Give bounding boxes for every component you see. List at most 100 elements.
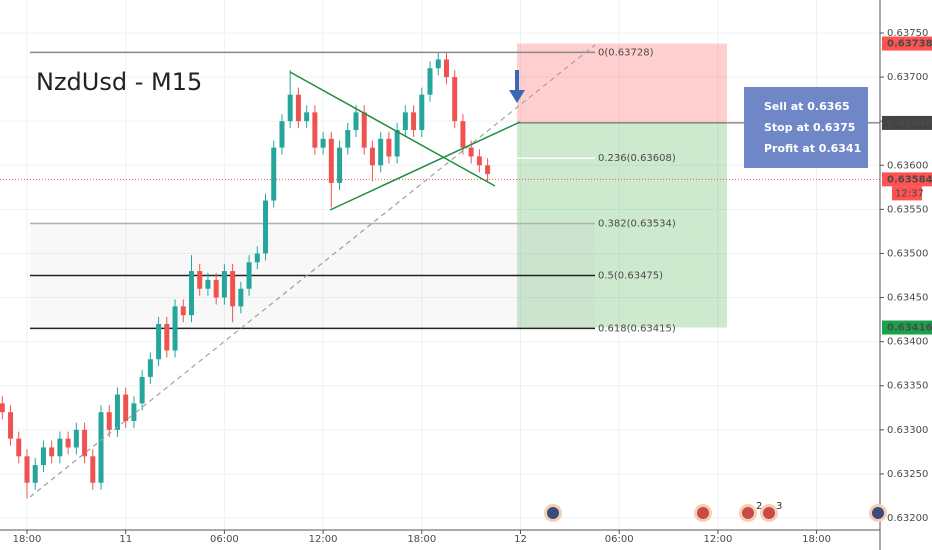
candle-body — [82, 429, 88, 457]
price-tag — [882, 172, 932, 187]
candle-body — [435, 59, 441, 69]
candle-body — [188, 271, 194, 316]
info-line: Profit at 0.6341 — [764, 142, 861, 155]
candle-body — [8, 412, 14, 439]
y-tick-label: 0.63500 — [887, 248, 928, 259]
fib-label: 0.382(0.63534) — [598, 218, 676, 229]
candle-body — [337, 147, 343, 183]
candle-body — [197, 271, 203, 289]
candle-body — [139, 376, 145, 404]
candle-body — [394, 129, 400, 157]
candle-body — [114, 394, 120, 430]
candle-body — [131, 403, 137, 422]
info-box: Sell at 0.6365 Stop at 0.6375 Profit at … — [744, 87, 868, 168]
price-tag-label: 0.63738 — [887, 39, 932, 50]
fib-label: 0.618(0.63415) — [598, 323, 676, 334]
candle-body — [205, 279, 211, 289]
candle-body — [279, 121, 285, 148]
price-tag-label: 0.63648 — [887, 118, 932, 129]
candle-body — [65, 438, 71, 448]
event-icon — [872, 507, 884, 519]
event-icon — [763, 507, 775, 519]
event-icon — [547, 507, 559, 519]
time-axis — [0, 530, 880, 550]
candle-body — [411, 112, 417, 130]
candle-body — [287, 94, 293, 122]
x-tick-label: 12 — [514, 534, 527, 545]
y-tick-label: 0.63700 — [887, 72, 928, 83]
price-tag — [882, 320, 932, 335]
info-line: Stop at 0.6375 — [764, 121, 855, 134]
x-tick-label: 12:00 — [309, 534, 338, 545]
y-tick-label: 0.63750 — [887, 28, 928, 39]
candle-body — [123, 394, 129, 422]
candle-body — [238, 288, 244, 307]
candle-body — [172, 306, 178, 351]
candle-body — [271, 147, 277, 201]
candle-body — [246, 262, 252, 289]
candle-body — [402, 112, 408, 130]
candle-body — [147, 359, 153, 377]
candle-body — [230, 271, 236, 307]
target-zone — [517, 122, 727, 328]
candle-body — [452, 77, 458, 122]
candle-body — [295, 94, 301, 122]
candle-body — [221, 271, 227, 298]
candle-body — [213, 279, 219, 298]
x-tick-label: 12:00 — [703, 534, 732, 545]
candle-body — [73, 429, 79, 448]
candle-body — [164, 323, 170, 351]
candle-body — [320, 138, 326, 148]
candle-body — [106, 412, 112, 430]
countdown: 12:37 — [895, 188, 924, 199]
y-tick-label: 0.63200 — [887, 513, 928, 524]
event-count: 3 — [776, 501, 782, 512]
x-tick-label: 06:00 — [210, 534, 239, 545]
candle-body — [328, 138, 334, 183]
triangle-upper — [289, 71, 496, 187]
candle-body — [312, 112, 318, 148]
arrow-head — [509, 90, 525, 103]
price-tag — [882, 36, 932, 51]
candle-body — [369, 147, 375, 166]
y-tick-label: 0.63350 — [887, 381, 928, 392]
candle-body — [254, 253, 260, 263]
candle-body — [32, 465, 38, 483]
x-tick-label: 18:00 — [802, 534, 831, 545]
y-tick-label: 0.63250 — [887, 469, 928, 480]
x-tick-label: 06:00 — [605, 534, 634, 545]
candle-body — [419, 94, 425, 130]
candle-body — [476, 156, 482, 166]
candle-body — [57, 438, 63, 457]
fib-trend-line — [29, 44, 596, 498]
info-line: Sell at 0.6365 — [764, 100, 850, 113]
candle-body — [90, 456, 96, 483]
candle-body — [353, 112, 359, 130]
candle-body — [16, 438, 22, 457]
triangle-lower — [329, 121, 521, 211]
price-tag — [882, 115, 932, 130]
event-icon — [742, 507, 754, 519]
candle-body — [427, 68, 433, 95]
candle-body — [180, 306, 186, 316]
stop-zone — [517, 43, 727, 123]
candle-body — [386, 138, 392, 157]
event-count: 2 — [756, 501, 762, 512]
event-icon — [697, 507, 709, 519]
candle-body — [40, 447, 46, 466]
x-tick-label: 18:00 — [407, 534, 436, 545]
candle-body — [345, 129, 351, 148]
price-axis — [880, 0, 932, 550]
fib-label: 0.236(0.63608) — [598, 153, 676, 164]
candle-body — [304, 112, 310, 122]
y-tick-label: 0.63450 — [887, 293, 928, 304]
y-tick-label: 0.63600 — [887, 160, 928, 171]
candle-body — [263, 200, 269, 254]
candle-body — [468, 147, 474, 157]
candle-body — [443, 59, 449, 78]
candle-body — [378, 138, 384, 166]
countdown-tag — [892, 186, 922, 201]
candle-body — [24, 456, 30, 483]
fib-label: 0.5(0.63475) — [598, 270, 663, 281]
